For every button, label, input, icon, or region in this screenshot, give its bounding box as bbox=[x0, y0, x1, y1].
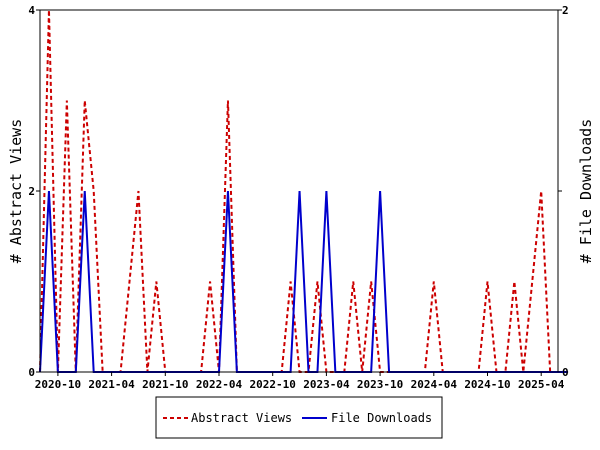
x-tick-label: 2021-10 bbox=[142, 378, 188, 391]
x-tick-label: 2022-04 bbox=[196, 378, 243, 391]
x-tick-label: 2023-04 bbox=[303, 378, 350, 391]
y-right-tick-label: 2 bbox=[562, 4, 569, 17]
y-right-tick-label: 0 bbox=[562, 366, 569, 379]
legend: Abstract Views File Downloads bbox=[155, 396, 443, 439]
y-left-tick-label: 2 bbox=[28, 185, 35, 198]
legend-label-abstract-views: Abstract Views bbox=[191, 411, 292, 425]
plot-area bbox=[39, 9, 569, 373]
y-axis-left-title: # Abstract Views bbox=[7, 119, 25, 264]
y-left-tick-label: 4 bbox=[28, 4, 35, 17]
x-tick-label: 2023-10 bbox=[357, 378, 403, 391]
x-tick-label: 2024-10 bbox=[464, 378, 510, 391]
x-tick-label: 2022-10 bbox=[250, 378, 296, 391]
y-left-tick-label: 0 bbox=[28, 366, 35, 379]
series-line-file-downloads bbox=[39, 190, 569, 373]
y-axis-right-title: # File Downloads bbox=[577, 119, 595, 264]
series-line-abstract-views bbox=[39, 9, 569, 373]
x-tick-label: 2021-04 bbox=[88, 378, 135, 391]
x-tick-label: 2020-10 bbox=[35, 378, 81, 391]
x-tick-label: 2025-04 bbox=[518, 378, 565, 391]
axes: 0 2 4 0 2 2020-10 2021-04 2021-10 2022-04 2022-10… bbox=[28, 4, 568, 391]
legend-box bbox=[155, 396, 443, 439]
legend-label-file-downloads: File Downloads bbox=[331, 411, 432, 425]
x-tick-label: 2024-04 bbox=[411, 378, 458, 391]
